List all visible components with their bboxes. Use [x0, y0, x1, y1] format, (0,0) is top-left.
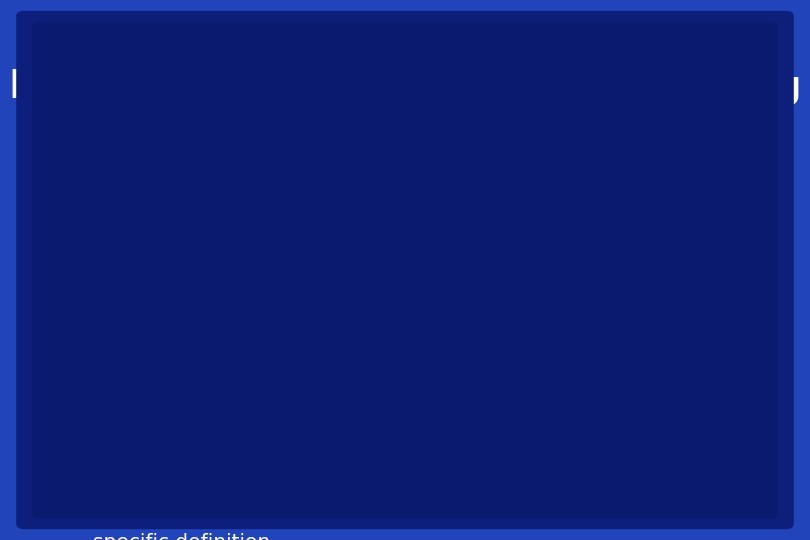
Text: role.: role. — [93, 366, 138, 384]
Text: The symbol (≈) indicates that the definition does not explicitly: The symbol (≈) indicates that the defini… — [93, 399, 725, 418]
Text: The empty circle (○) indicates that the role is not included in a: The empty circle (○) indicates that the … — [93, 500, 728, 518]
Text: •: • — [46, 399, 58, 418]
Text: express that specific role, but the context of the definition suggests: express that specific role, but the cont… — [93, 433, 778, 451]
Text: The symbols shown in the table are:: The symbols shown in the table are: — [73, 299, 440, 318]
Text: particular definition (row).: particular definition (row). — [93, 265, 356, 284]
Text: •: • — [46, 332, 58, 351]
Text: Relation of roles of software testing
definitions: Relation of roles of software testing de… — [9, 68, 801, 150]
Text: order to reach a definition that contains all the testing roles. The: order to reach a definition that contain… — [93, 198, 747, 217]
Text: Table 1. analyzes the roles in each definition of software testing in: Table 1. analyzes the roles in each defi… — [93, 165, 762, 184]
Text: •: • — [46, 500, 58, 518]
Text: table indicates whether we can infer a role (column) based on a: table indicates whether we can infer a r… — [93, 232, 740, 251]
Text: •: • — [46, 165, 58, 184]
Text: specific definition.: specific definition. — [93, 533, 277, 540]
Text: it.: it. — [93, 466, 113, 485]
Text: The full circle (●) indicates that the definition explicitly states the: The full circle (●) indicates that the d… — [93, 332, 757, 351]
